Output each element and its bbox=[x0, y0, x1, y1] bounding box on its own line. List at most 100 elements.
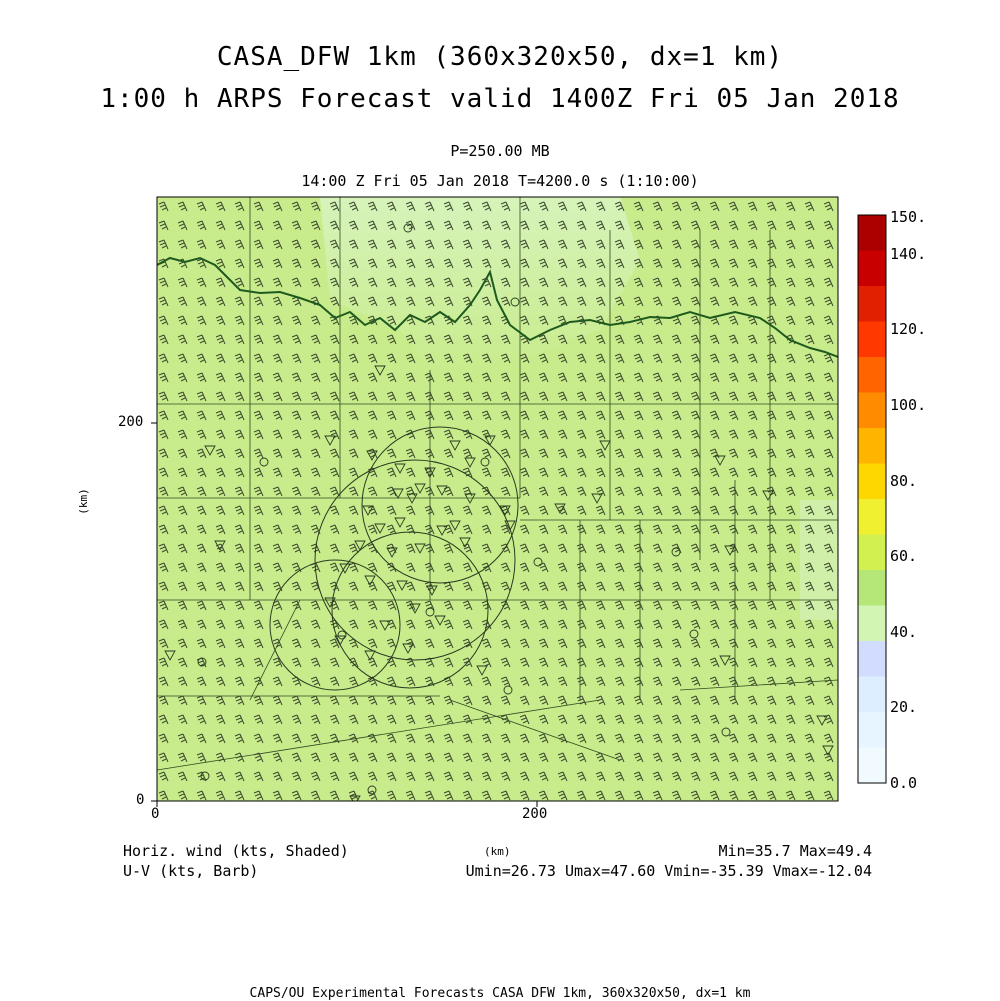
wind-barb bbox=[500, 220, 511, 231]
wind-barb bbox=[538, 619, 549, 630]
wind-barb bbox=[652, 353, 663, 364]
wind-barb bbox=[614, 733, 625, 744]
wind-barb bbox=[253, 258, 264, 269]
wind-barb bbox=[614, 410, 625, 421]
wind-barb bbox=[557, 600, 568, 611]
wind-barb bbox=[747, 220, 758, 231]
wind-barb bbox=[215, 581, 226, 592]
wind-barb bbox=[158, 486, 169, 497]
wind-barb bbox=[443, 277, 454, 288]
wind-barb bbox=[367, 391, 378, 402]
wind-barb bbox=[671, 562, 682, 573]
legend-shaded-field: Horiz. wind (kts, Shaded) bbox=[123, 842, 349, 860]
wind-barb bbox=[652, 771, 663, 782]
wind-barb bbox=[291, 771, 302, 782]
wind-barb bbox=[557, 543, 568, 554]
wind-barb bbox=[823, 486, 834, 497]
wind-barb bbox=[234, 733, 245, 744]
wind-barb bbox=[690, 676, 701, 687]
station-triangle bbox=[724, 545, 736, 556]
wind-barb bbox=[500, 676, 511, 687]
wind-barb bbox=[614, 315, 625, 326]
wind-barb bbox=[462, 410, 473, 421]
wind-barb bbox=[177, 334, 188, 345]
wind-barb bbox=[424, 619, 435, 630]
wind-barb bbox=[823, 391, 834, 402]
wind-barb bbox=[215, 790, 226, 801]
wind-barb bbox=[386, 277, 397, 288]
wind-barb bbox=[557, 220, 568, 231]
wind-barb bbox=[652, 334, 663, 345]
station-triangle bbox=[449, 520, 461, 531]
wind-barb bbox=[329, 220, 340, 231]
wind-barb bbox=[215, 277, 226, 288]
wind-barb bbox=[728, 334, 739, 345]
wind-barb bbox=[690, 296, 701, 307]
wind-barb bbox=[348, 372, 359, 383]
wind-barb bbox=[766, 638, 777, 649]
wind-barb bbox=[158, 600, 169, 611]
wind-barb bbox=[234, 448, 245, 459]
wind-barb bbox=[728, 695, 739, 706]
wind-barb bbox=[595, 239, 606, 250]
wind-barb bbox=[709, 638, 720, 649]
wind-barb bbox=[329, 277, 340, 288]
wind-barb bbox=[234, 277, 245, 288]
wind-barb bbox=[500, 486, 511, 497]
wind-barb bbox=[804, 771, 815, 782]
wind-barb bbox=[481, 410, 492, 421]
wind-barb bbox=[576, 258, 587, 269]
wind-barb bbox=[595, 220, 606, 231]
wind-barb bbox=[272, 467, 283, 478]
wind-barb bbox=[158, 714, 169, 725]
wind-barb bbox=[519, 676, 530, 687]
station-triangle bbox=[426, 585, 438, 596]
wind-barb bbox=[576, 220, 587, 231]
wind-barb bbox=[443, 638, 454, 649]
wind-barb bbox=[386, 220, 397, 231]
wind-barb bbox=[272, 543, 283, 554]
wind-barb bbox=[386, 581, 397, 592]
valid-time: 14:00 Z Fri 05 Jan 2018 T=4200.0 s (1:10… bbox=[301, 172, 699, 190]
wind-barb bbox=[443, 752, 454, 763]
wind-barb bbox=[443, 657, 454, 668]
wind-barb bbox=[633, 562, 644, 573]
wind-barb bbox=[158, 334, 169, 345]
station-circle bbox=[689, 629, 699, 639]
wind-barb bbox=[348, 695, 359, 706]
wind-barb bbox=[747, 695, 758, 706]
wind-barb bbox=[177, 239, 188, 250]
legend-uv-extremes: Umin=26.73 Umax=47.60 Vmin=-35.39 Vmax=-… bbox=[465, 862, 872, 880]
wind-barb bbox=[633, 524, 644, 535]
wind-barb bbox=[785, 391, 796, 402]
wind-barb bbox=[234, 258, 245, 269]
wind-barb bbox=[766, 239, 777, 250]
wind-barb bbox=[196, 733, 207, 744]
wind-barb bbox=[196, 353, 207, 364]
wind-barb bbox=[481, 220, 492, 231]
wind-barb bbox=[291, 600, 302, 611]
station-triangle bbox=[484, 435, 496, 446]
station-circle bbox=[367, 785, 377, 795]
wind-barb bbox=[595, 372, 606, 383]
wind-barb bbox=[215, 714, 226, 725]
wind-barb bbox=[291, 790, 302, 801]
wind-barb bbox=[405, 562, 416, 573]
wind-barb bbox=[405, 676, 416, 687]
wind-barb bbox=[500, 695, 511, 706]
wind-barb bbox=[728, 353, 739, 364]
wind-barb bbox=[234, 619, 245, 630]
wind-barb bbox=[215, 676, 226, 687]
wind-barb bbox=[196, 771, 207, 782]
wind-barb bbox=[443, 486, 454, 497]
wind-barb bbox=[652, 372, 663, 383]
wind-barb bbox=[747, 771, 758, 782]
wind-barb bbox=[367, 201, 378, 212]
wind-barb bbox=[671, 619, 682, 630]
wind-barb bbox=[348, 581, 359, 592]
wind-barb bbox=[823, 543, 834, 554]
wind-barb bbox=[500, 296, 511, 307]
wind-barb bbox=[709, 714, 720, 725]
wind-barb bbox=[804, 562, 815, 573]
wind-barb bbox=[785, 543, 796, 554]
